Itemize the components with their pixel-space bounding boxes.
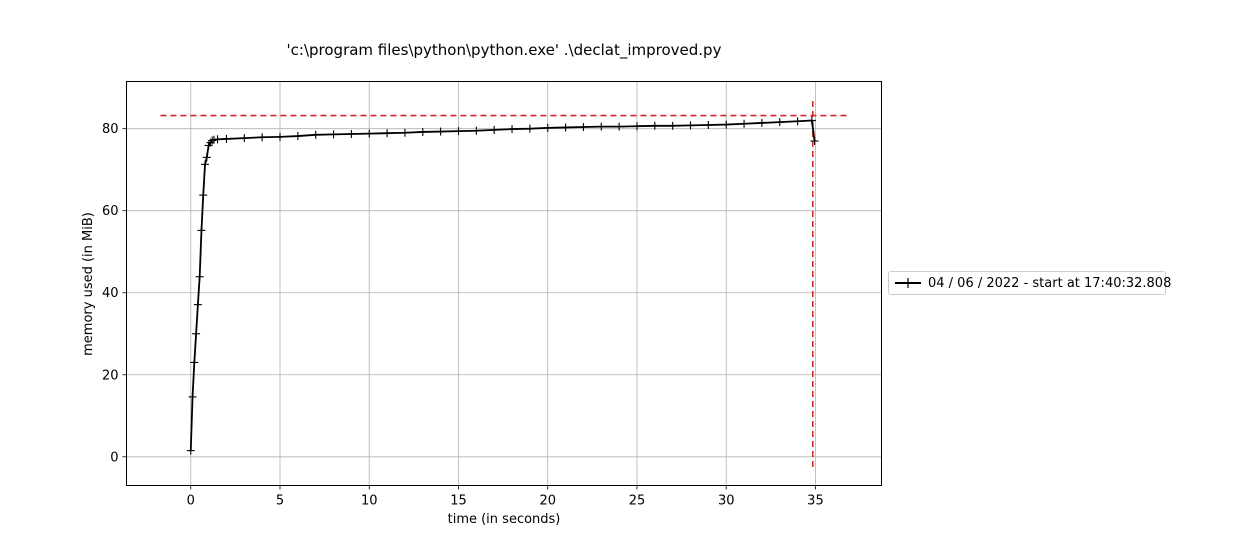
data-point-marker <box>383 129 392 138</box>
y-tick-label: 20 <box>102 368 119 383</box>
data-point-marker <box>807 116 816 125</box>
data-point-marker <box>240 134 249 143</box>
x-tick-label: 5 <box>276 494 284 509</box>
y-tick-label: 40 <box>102 286 119 301</box>
x-tick-label: 25 <box>629 494 646 509</box>
data-point-marker <box>472 126 481 135</box>
plot-frame <box>126 81 882 486</box>
series-layer <box>186 116 819 455</box>
data-point-marker <box>190 358 199 367</box>
data-point-marker <box>347 129 356 138</box>
data-point-marker <box>508 125 517 134</box>
data-point-marker <box>186 446 195 455</box>
legend-label: 04 / 06 / 2022 - start at 17:40:32.808 <box>928 276 1172 291</box>
data-point-marker <box>418 127 427 136</box>
data-point-marker <box>686 121 695 130</box>
legend-swatch <box>895 278 921 288</box>
data-point-marker <box>793 117 802 126</box>
data-point-marker <box>192 329 201 338</box>
data-point-marker <box>193 300 202 309</box>
grid-lines <box>126 81 882 486</box>
x-tick-label: 20 <box>539 494 556 509</box>
data-point-marker <box>597 122 606 131</box>
data-point-marker <box>436 127 445 136</box>
data-point-marker <box>208 136 217 145</box>
data-point-marker <box>775 118 784 127</box>
y-axis-label: memory used (in MiB) <box>81 212 96 356</box>
data-point-marker <box>757 118 766 127</box>
data-point-marker <box>490 125 499 134</box>
data-point-marker <box>668 121 677 130</box>
data-point-marker <box>650 121 659 130</box>
y-tick-label: 0 <box>110 450 118 465</box>
y-tick-label: 80 <box>102 122 119 137</box>
x-tick-label: 0 <box>187 494 195 509</box>
x-tick-label: 15 <box>450 494 467 509</box>
data-point-marker <box>329 130 338 139</box>
data-point-marker <box>197 226 206 235</box>
x-tick-label: 30 <box>718 494 735 509</box>
x-tick-label: 10 <box>361 494 378 509</box>
data-point-marker <box>543 123 552 132</box>
data-point-marker <box>222 134 231 143</box>
data-point-marker <box>275 132 284 141</box>
data-point-marker <box>632 122 641 131</box>
y-tick-label: 60 <box>102 204 119 219</box>
data-point-marker <box>202 153 211 162</box>
data-point-marker <box>454 127 463 136</box>
data-point-marker <box>365 129 374 138</box>
data-point-marker <box>561 123 570 132</box>
data-point-marker <box>400 128 409 137</box>
data-point-marker <box>213 135 222 144</box>
data-point-marker <box>199 191 208 200</box>
reference-lines <box>160 98 848 468</box>
data-point-marker <box>311 130 320 139</box>
data-point-marker <box>722 120 731 129</box>
data-point-marker <box>615 122 624 131</box>
x-axis-label: time (in seconds) <box>448 512 561 527</box>
data-point-marker <box>740 119 749 128</box>
data-point-marker <box>258 133 267 142</box>
data-point-marker <box>188 392 197 401</box>
data-point-marker <box>195 272 204 281</box>
data-point-marker <box>525 124 534 133</box>
axis-ticks: 0 5 10 15 20 25 30 35 0 20 40 60 80 <box>102 122 824 508</box>
x-tick-label: 35 <box>807 494 824 509</box>
data-point-marker <box>293 132 302 141</box>
data-point-marker <box>201 160 210 169</box>
legend: 04 / 06 / 2022 - start at 17:40:32.808 <box>888 271 1171 295</box>
data-point-marker <box>810 136 819 145</box>
data-point-marker <box>704 120 713 129</box>
chart-title: 'c:\program files\python\python.exe' .\d… <box>287 41 722 60</box>
data-point-marker <box>579 123 588 132</box>
